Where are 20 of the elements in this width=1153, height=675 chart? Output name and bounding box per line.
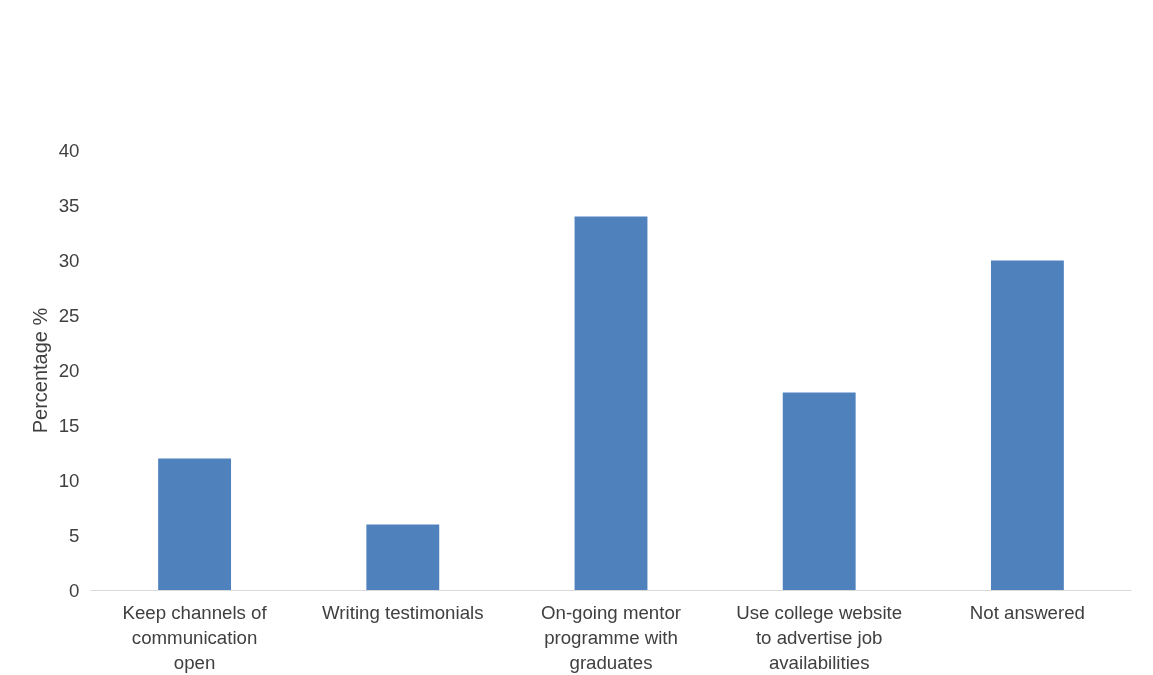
x-tick-label: Keep channels of communication open [122, 601, 268, 673]
y-tick-label: 25 [58, 305, 80, 326]
bar [990, 260, 1064, 591]
y-tick-label: 30 [58, 250, 80, 271]
y-tick-label: 0 [69, 580, 80, 601]
bar [366, 524, 440, 591]
y-axis-title: Percentage % [28, 307, 51, 434]
x-tick-label: Writing testimonials [322, 601, 484, 623]
y-tick-label: 15 [58, 415, 80, 436]
x-tick-label: Not answered [969, 601, 1085, 623]
y-tick-label: 35 [58, 195, 80, 216]
bar [574, 216, 648, 591]
x-tick-label: On-going mentor programme with graduates [541, 601, 681, 673]
y-tick-label: 40 [58, 140, 80, 161]
bar [158, 458, 232, 591]
y-tick-label: 20 [58, 360, 80, 381]
y-tick-label: 5 [69, 525, 80, 546]
bar [782, 392, 856, 591]
x-tick-label: Use college website to advertise job availabilities [736, 601, 903, 673]
y-tick-label: 10 [58, 470, 80, 491]
